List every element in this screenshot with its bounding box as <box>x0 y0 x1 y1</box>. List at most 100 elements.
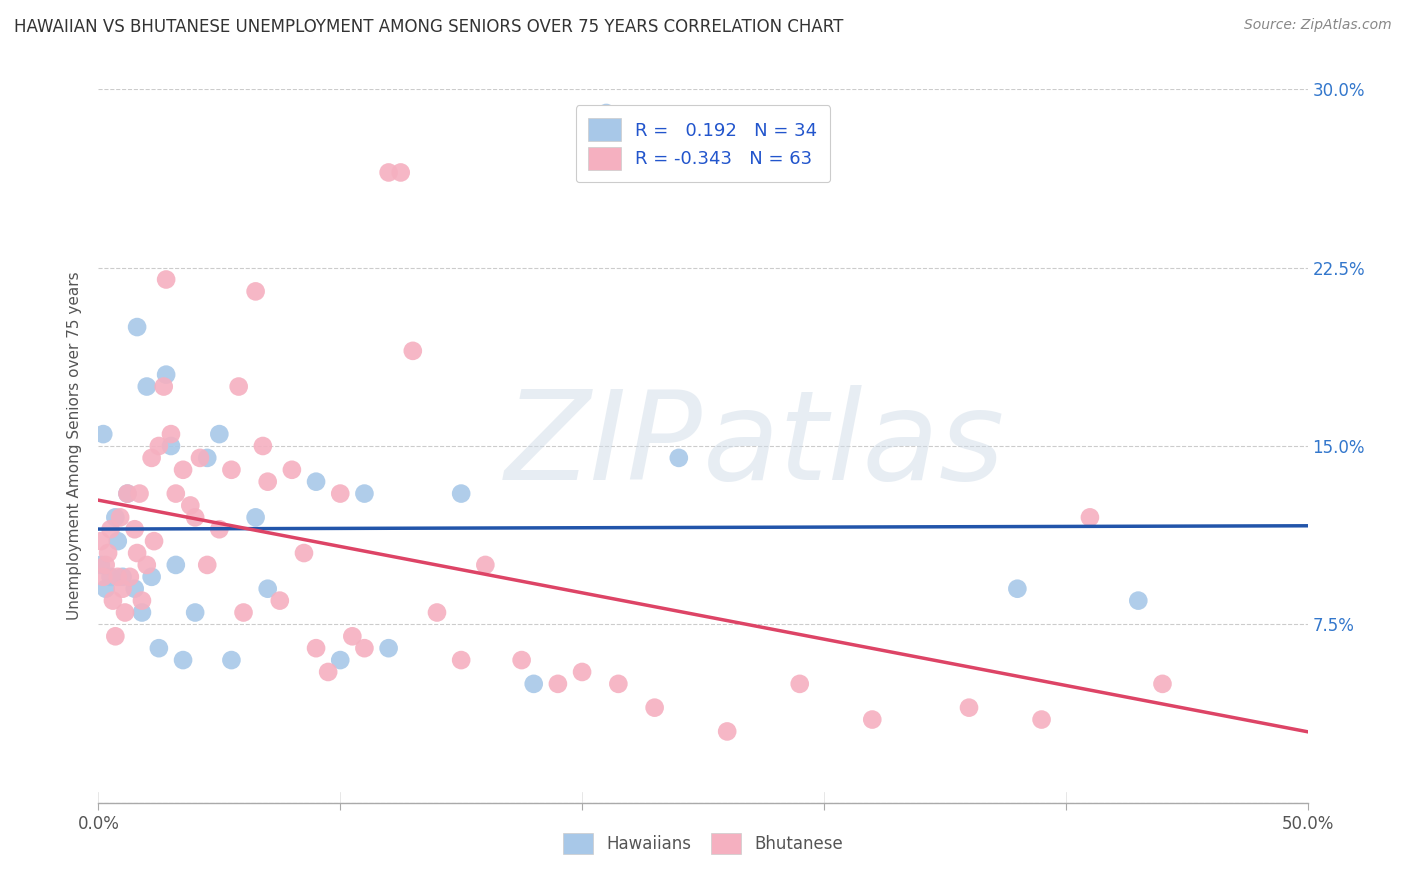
Text: HAWAIIAN VS BHUTANESE UNEMPLOYMENT AMONG SENIORS OVER 75 YEARS CORRELATION CHART: HAWAIIAN VS BHUTANESE UNEMPLOYMENT AMONG… <box>14 18 844 36</box>
Point <box>377 165 399 179</box>
Point <box>124 582 146 596</box>
Point <box>91 427 114 442</box>
Point <box>450 486 472 500</box>
Point <box>329 653 352 667</box>
Point <box>160 439 183 453</box>
Point <box>97 546 120 560</box>
Point <box>108 510 131 524</box>
Point <box>342 629 364 643</box>
Point <box>111 582 134 596</box>
Point <box>141 450 163 465</box>
Text: Source: ZipAtlas.com: Source: ZipAtlas.com <box>1244 18 1392 32</box>
Point <box>426 606 449 620</box>
Point <box>172 653 194 667</box>
Point <box>195 558 218 572</box>
Point <box>221 463 243 477</box>
Point <box>100 570 122 584</box>
Point <box>118 570 141 584</box>
Point <box>305 641 328 656</box>
Point <box>228 379 250 393</box>
Point <box>353 486 375 500</box>
Point <box>607 677 630 691</box>
Point <box>245 285 267 299</box>
Text: ZIP: ZIP <box>505 385 703 507</box>
Point <box>104 629 127 643</box>
Point <box>127 320 149 334</box>
Point <box>208 427 231 442</box>
Point <box>305 475 328 489</box>
Point <box>124 522 146 536</box>
Point <box>188 450 211 465</box>
Point <box>135 379 157 393</box>
Point <box>377 641 399 656</box>
Point <box>172 463 194 477</box>
Point <box>131 606 153 620</box>
Point <box>232 606 254 620</box>
Point <box>644 700 666 714</box>
Point <box>111 570 134 584</box>
Point <box>245 510 267 524</box>
Point <box>148 439 170 453</box>
Point <box>135 558 157 572</box>
Point <box>155 272 177 286</box>
Point <box>117 486 139 500</box>
Point <box>101 593 124 607</box>
Point <box>90 534 112 549</box>
Point <box>91 570 114 584</box>
Point <box>148 641 170 656</box>
Point <box>184 606 207 620</box>
Point <box>402 343 425 358</box>
Point <box>957 700 980 714</box>
Point <box>179 499 201 513</box>
Point <box>131 593 153 607</box>
Point <box>94 582 117 596</box>
Point <box>716 724 738 739</box>
Point <box>1007 582 1029 596</box>
Point <box>184 510 207 524</box>
Point <box>114 606 136 620</box>
Point <box>117 486 139 500</box>
Legend: Hawaiians, Bhutanese: Hawaiians, Bhutanese <box>551 821 855 866</box>
Text: atlas: atlas <box>703 385 1005 507</box>
Point <box>523 677 546 691</box>
Point <box>195 450 218 465</box>
Point <box>1152 677 1174 691</box>
Point <box>128 486 150 500</box>
Point <box>160 427 183 442</box>
Point <box>450 653 472 667</box>
Point <box>100 522 122 536</box>
Point <box>571 665 593 679</box>
Point <box>90 558 112 572</box>
Y-axis label: Unemployment Among Seniors over 75 years: Unemployment Among Seniors over 75 years <box>67 272 83 620</box>
Point <box>104 510 127 524</box>
Point <box>329 486 352 500</box>
Point <box>221 653 243 667</box>
Point <box>1031 713 1053 727</box>
Point <box>389 165 412 179</box>
Point <box>547 677 569 691</box>
Point <box>353 641 375 656</box>
Point <box>165 486 187 500</box>
Point <box>595 106 617 120</box>
Point <box>860 713 883 727</box>
Point <box>281 463 304 477</box>
Point <box>208 522 231 536</box>
Point <box>107 570 129 584</box>
Point <box>668 450 690 465</box>
Point <box>474 558 496 572</box>
Point <box>252 439 274 453</box>
Point <box>165 558 187 572</box>
Point <box>269 593 291 607</box>
Point <box>256 475 278 489</box>
Point <box>316 665 339 679</box>
Point <box>152 379 174 393</box>
Point <box>107 534 129 549</box>
Point <box>256 582 278 596</box>
Point <box>789 677 811 691</box>
Point <box>127 546 149 560</box>
Point <box>141 570 163 584</box>
Point <box>94 558 117 572</box>
Point <box>155 368 177 382</box>
Point <box>292 546 315 560</box>
Point <box>1078 510 1101 524</box>
